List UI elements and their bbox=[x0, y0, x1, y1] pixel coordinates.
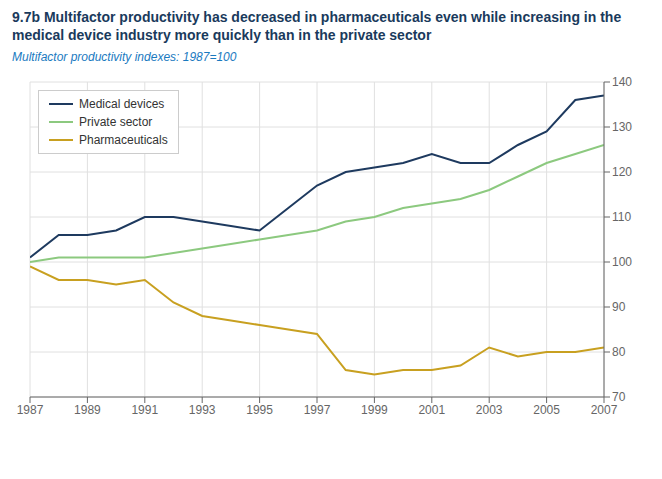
html-text:Medical devices: Medical devices bbox=[79, 97, 165, 111]
svg-text:140: 140 bbox=[612, 75, 632, 89]
svg-text:70: 70 bbox=[612, 390, 626, 404]
svg-text:1987: 1987 bbox=[17, 403, 44, 417]
svg-text:2003: 2003 bbox=[476, 403, 503, 417]
html-text:Multifactor productivity index: Multifactor productivity indexes: 1987=1… bbox=[12, 50, 237, 64]
svg-text:1999: 1999 bbox=[361, 403, 388, 417]
html-text:Private sector: Private sector bbox=[79, 115, 153, 129]
svg-text:100: 100 bbox=[612, 255, 632, 269]
svg-text:2007: 2007 bbox=[591, 403, 618, 417]
svg-text:1991: 1991 bbox=[131, 403, 158, 417]
svg-text:1989: 1989 bbox=[74, 403, 101, 417]
svg-text:1997: 1997 bbox=[304, 403, 331, 417]
svg-text:110: 110 bbox=[612, 210, 631, 224]
html-text:Pharmaceuticals: Pharmaceuticals bbox=[79, 133, 168, 147]
svg-text:2005: 2005 bbox=[533, 403, 560, 417]
svg-text:120: 120 bbox=[612, 165, 632, 179]
svg-text:130: 130 bbox=[612, 120, 632, 134]
svg-text:90: 90 bbox=[612, 300, 626, 314]
svg-text:80: 80 bbox=[612, 345, 626, 359]
svg-text:1993: 1993 bbox=[189, 403, 216, 417]
svg-text:2001: 2001 bbox=[418, 403, 445, 417]
svg-text:1995: 1995 bbox=[246, 403, 273, 417]
html-text:9.7b Multifactor productivity: 9.7b Multifactor productivity has decrea… bbox=[12, 9, 622, 43]
